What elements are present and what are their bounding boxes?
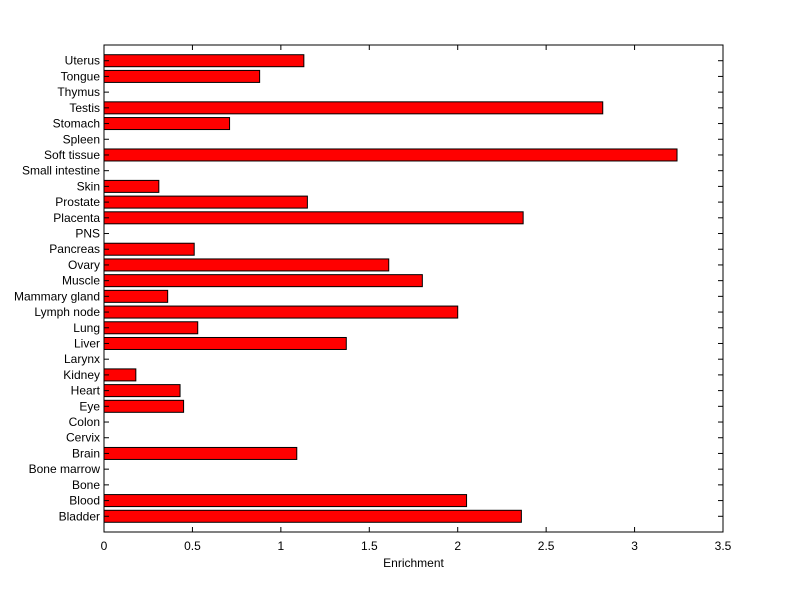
bar-bladder [103, 509, 522, 523]
y-tick-label-lymph-node: Lymph node [34, 305, 100, 319]
y-tick-label-pancreas: Pancreas [49, 242, 100, 256]
y-tick-label-larynx: Larynx [64, 352, 100, 366]
y-tick-label-skin: Skin [77, 179, 100, 193]
y-tick-label-thymus: Thymus [57, 85, 100, 99]
y-tick-label-uterus: Uterus [65, 54, 100, 68]
y-tick-label-tongue: Tongue [61, 69, 101, 83]
y-tick-label-ovary: Ovary [68, 258, 100, 272]
x-tick-label: 0.5 [184, 539, 201, 553]
y-tick-label-stomach: Stomach [53, 117, 100, 131]
bar-testis [103, 101, 604, 115]
bar-muscle [103, 274, 423, 288]
x-tick-label: 0 [101, 539, 108, 553]
bar-uterus [103, 54, 305, 68]
bar-liver [103, 336, 347, 350]
x-tick-label: 2.5 [538, 539, 555, 553]
y-tick-label-cervix: Cervix [66, 431, 100, 445]
y-tick-label-pns: PNS [75, 227, 100, 241]
y-tick-label-muscle: Muscle [62, 274, 100, 288]
bar-prostate [103, 195, 308, 209]
bar-eye [103, 399, 185, 413]
y-tick-label-prostate: Prostate [55, 195, 100, 209]
x-tick-label: 1 [278, 539, 285, 553]
y-tick-label-lung: Lung [73, 321, 100, 335]
bar-brain [103, 446, 298, 460]
x-tick-label: 2 [454, 539, 461, 553]
y-tick-label-colon: Colon [69, 415, 100, 429]
bar-skin [103, 179, 160, 193]
bar-mammary-gland [103, 289, 169, 303]
y-tick-label-soft-tissue: Soft tissue [44, 148, 100, 162]
y-tick-label-brain: Brain [72, 446, 100, 460]
y-tick-label-bone-marrow: Bone marrow [29, 462, 101, 476]
y-tick-label-blood: Blood [69, 494, 100, 508]
bar-placenta [103, 211, 524, 225]
bar-tongue [103, 69, 261, 83]
y-tick-label-bone: Bone [72, 478, 100, 492]
y-tick-label-eye: Eye [79, 399, 100, 413]
plot-area-frame [103, 44, 724, 533]
x-tick-label: 3 [631, 539, 638, 553]
bar-stomach [103, 117, 231, 131]
y-tick-label-testis: Testis [69, 101, 100, 115]
x-tick-label: 3.5 [715, 539, 732, 553]
y-tick-label-mammary-gland: Mammary gland [14, 289, 100, 303]
y-tick-label-heart: Heart [71, 384, 101, 398]
y-tick-label-bladder: Bladder [59, 509, 100, 523]
bar-lymph-node [103, 305, 459, 319]
y-tick-label-kidney: Kidney [63, 368, 100, 382]
x-axis: 0 0.5 1 1.5 2 2.5 3 3.5 [101, 45, 732, 553]
bar-lung [103, 321, 199, 335]
y-tick-label-small-intestine: Small intestine [22, 164, 100, 178]
y-tick-label-spleen: Spleen [63, 132, 100, 146]
bar-soft-tissue [103, 148, 678, 162]
bar-ovary [103, 258, 390, 272]
y-tick-label-liver: Liver [74, 336, 100, 350]
x-tick-label: 1.5 [361, 539, 378, 553]
x-axis-title: Enrichment [383, 556, 444, 570]
bars-group [103, 54, 678, 523]
bar-pancreas [103, 242, 195, 256]
bar-heart [103, 384, 181, 398]
y-tick-label-placenta: Placenta [53, 211, 100, 225]
bar-blood [103, 494, 468, 508]
